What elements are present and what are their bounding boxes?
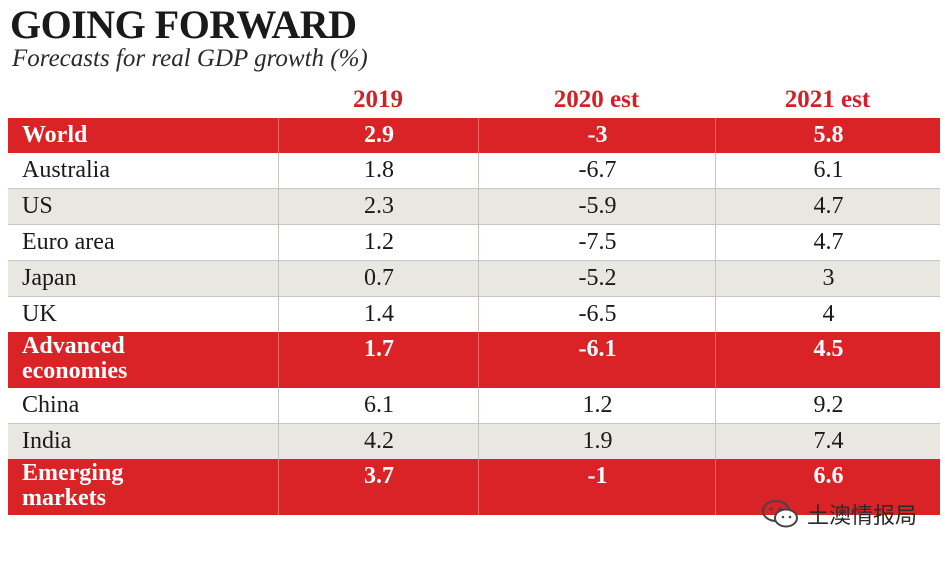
- value-cell: -5.9: [478, 189, 716, 224]
- table-row: China 6.1 1.2 9.2: [8, 388, 940, 423]
- value-cell: 1.2: [478, 388, 716, 423]
- row-label: Australia: [22, 157, 110, 183]
- row-label-line: Advanced: [22, 333, 125, 359]
- value-cell: -1: [478, 459, 716, 515]
- value-cell: 6.1: [278, 388, 479, 423]
- value-cell: 2.3: [278, 189, 479, 224]
- value-cell: 2.9: [278, 118, 479, 153]
- row-label-line: economies: [22, 358, 128, 384]
- value-cell: -6.1: [478, 332, 716, 388]
- value-cell: 3.7: [278, 459, 479, 515]
- table-row: Emerging markets 3.7 -1 6.6: [8, 459, 940, 515]
- table-row: US 2.3 -5.9 4.7: [8, 188, 940, 224]
- value-cell: 4.7: [715, 189, 941, 224]
- value-cell: 4.7: [715, 225, 941, 260]
- row-label: Emerging markets: [8, 459, 278, 515]
- watermark: 土澳情报局: [761, 494, 917, 534]
- row-label-line: Emerging: [22, 460, 124, 486]
- value-cell: 4.5: [715, 332, 941, 388]
- row-label: US: [22, 193, 53, 219]
- header-2020: 2020 est: [553, 86, 640, 113]
- gdp-table: World 2.9 -3 5.8 Australia 1.8 -6.7 6.1 US 2.3 -5.…: [8, 118, 940, 515]
- wechat-icon: [761, 500, 798, 528]
- watermark-text: 土澳情报局: [806, 504, 917, 529]
- row-label: Japan: [22, 265, 77, 291]
- table-row: World 2.9 -3 5.8: [8, 118, 940, 153]
- value-cell: -6.7: [478, 153, 716, 188]
- row-label: World: [22, 122, 88, 148]
- chart-subtitle: Forecasts for real GDP growth (%): [12, 45, 368, 72]
- value-cell: -3: [478, 118, 716, 153]
- row-label: Advanced economies: [8, 332, 278, 388]
- value-cell: 7.4: [715, 424, 941, 459]
- value-cell: 1.8: [278, 153, 479, 188]
- table-row: Australia 1.8 -6.7 6.1: [8, 153, 940, 188]
- row-label: Euro area: [22, 229, 115, 255]
- value-cell: -7.5: [478, 225, 716, 260]
- row-label: China: [22, 392, 80, 418]
- table-row: Euro area 1.2 -7.5 4.7: [8, 224, 940, 260]
- value-cell: 0.7: [278, 261, 479, 296]
- value-cell: 1.2: [278, 225, 479, 260]
- value-cell: 4: [715, 297, 941, 332]
- chart-title: GOING FORWARD: [10, 2, 357, 47]
- value-cell: -6.5: [478, 297, 716, 332]
- table-row: Japan 0.7 -5.2 3: [8, 260, 940, 296]
- row-label: UK: [22, 301, 57, 327]
- value-cell: 1.7: [278, 332, 479, 388]
- header-2021: 2021 est: [784, 86, 871, 113]
- table-row: Advanced economies 1.7 -6.1 4.5: [8, 332, 940, 388]
- row-label-line: markets: [22, 485, 106, 511]
- value-cell: 4.2: [278, 424, 479, 459]
- value-cell: 9.2: [715, 388, 941, 423]
- value-cell: 1.9: [478, 424, 716, 459]
- value-cell: 6.1: [715, 153, 941, 188]
- row-label: India: [22, 428, 72, 454]
- table-header: 2019 2020 est 2021 est: [8, 82, 940, 118]
- table-row: India 4.2 1.9 7.4: [8, 423, 940, 459]
- table-row: UK 1.4 -6.5 4: [8, 296, 940, 332]
- header-2019: 2019: [353, 86, 403, 113]
- value-cell: 3: [715, 261, 941, 296]
- value-cell: 1.4: [278, 297, 479, 332]
- value-cell: 5.8: [715, 118, 941, 153]
- value-cell: -5.2: [478, 261, 716, 296]
- value-cell: 6.6: [715, 459, 941, 515]
